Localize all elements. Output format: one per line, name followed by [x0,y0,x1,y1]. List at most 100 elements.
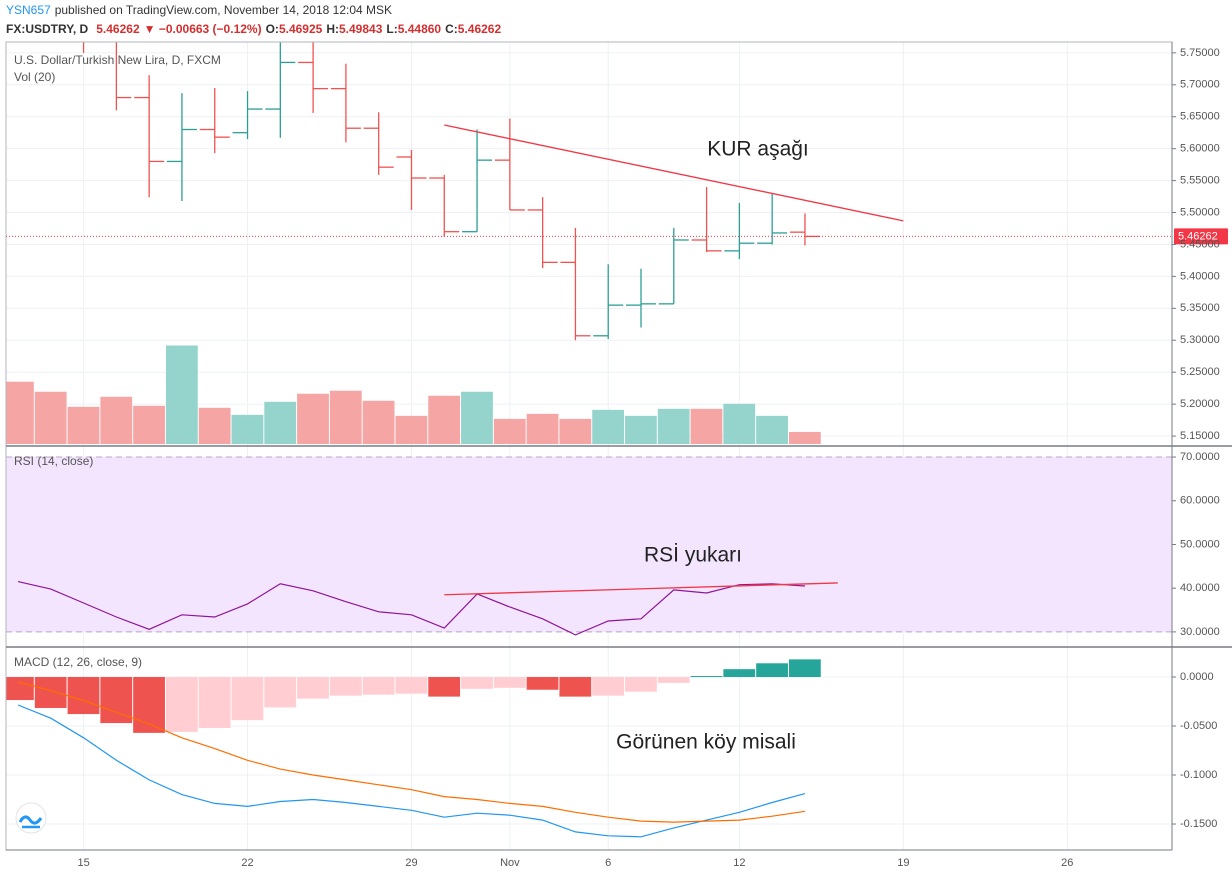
y-tick-label: 5.15000 [1180,430,1220,442]
ohlc-value: 5.44860 [398,22,442,36]
volume-bar [6,381,34,444]
y-tick-label: 70.0000 [1180,451,1220,463]
macd-histogram-bar [329,677,362,696]
y-tick-label: 5.50000 [1180,206,1220,218]
y-tick-label: 5.35000 [1180,302,1220,314]
ohlc-value: 5.46925 [279,22,323,36]
volume-bar [657,408,690,444]
macd-histogram-bar [34,677,67,708]
trendline [444,124,904,222]
volume-bar [165,345,198,444]
pane-clip [6,345,821,444]
volume-bar [231,414,264,444]
macd-histogram-bar [559,677,592,697]
x-tick-label: 12 [733,857,745,869]
y-tick-label: 5.75000 [1180,47,1220,59]
volume-bar [395,415,428,444]
author[interactable]: YSN657 [6,3,51,17]
x-tick-label: Nov [500,857,520,869]
macd-histogram-bar [297,677,329,699]
y-tick-label: 50.0000 [1180,538,1220,550]
ohlc-key: C: [445,22,458,36]
y-tick-label: 30.0000 [1180,626,1220,638]
volume-bar [34,391,67,444]
rsi-line [17,581,806,636]
volume-bar [592,409,625,444]
volume-bar [428,395,461,444]
symbol: FX:USDTRY, D [6,22,89,36]
macd-histogram-bar [264,677,297,708]
x-tick-label: 22 [241,857,253,869]
macd-histogram-bar [461,677,493,689]
x-tick-label: 19 [897,857,909,869]
last: 5.46262 [96,22,140,36]
y-tick-label: 5.45000 [1180,238,1220,250]
y-tick-label: 5.40000 [1180,270,1220,282]
x-tick-label: 26 [1061,857,1073,869]
volume-bar [723,403,756,444]
macd-histogram-bar [231,677,264,721]
x-tick-label: 29 [405,857,417,869]
pane-title: U.S. Dollar/Turkish New Lira, D, FXCM [14,53,221,67]
annotation: KUR aşağı [707,138,809,161]
volume-bar [625,415,657,444]
x-tick-label: 15 [77,857,89,869]
macd-histogram-bar [493,677,526,688]
pane-title: Vol (20) [14,70,55,84]
y-tick-label: 5.55000 [1180,174,1220,186]
macd-histogram-bar [526,677,559,690]
y-tick-label: 5.30000 [1180,334,1220,346]
trendline [444,582,838,596]
macd-histogram-bar [690,676,723,678]
macd-histogram-bar [198,677,231,728]
volume-bar [67,406,100,444]
y-tick-label: 40.0000 [1180,582,1220,594]
last-price-tag [1174,228,1228,245]
y-tick-label: -0.1500 [1180,818,1217,830]
marks-layer [6,42,904,838]
volume-bar [297,393,329,444]
y-tick-label: 5.70000 [1180,79,1220,91]
macd-histogram-bar [756,663,788,678]
volume-bar [690,408,723,444]
annotation: Görünen köy misali [616,731,796,754]
pane-clip [6,659,821,838]
header-line: YSN657 published on TradingView.com, Nove… [6,3,392,17]
y-tick-label: 5.25000 [1180,366,1220,378]
macd-histogram-bar [657,677,690,683]
grid-layer [6,42,1172,850]
symbol-line: FX:USDTRY, D 5.46262 ▼ −0.00663 (−0.12%) O:… [6,22,501,36]
macd-histogram-bar [100,677,133,724]
y-tick-label: -0.0500 [1180,720,1217,732]
macd-histogram-bar [625,677,657,692]
y-tick-label: 0.0000 [1180,671,1214,683]
volume-bar [788,431,821,444]
macd-histogram-bar [67,677,100,715]
macd-histogram-bar [428,677,461,697]
logo[interactable] [15,802,47,834]
ohlc-key: O: [266,22,279,36]
y-tick-label: 5.60000 [1180,143,1220,155]
volume-bar [329,390,362,444]
volume-bar [756,415,788,444]
macd-histogram-bar [788,659,821,678]
x-tick-label: 6 [605,857,611,869]
volume-bar [264,401,297,444]
macd-line [17,681,806,823]
ohlc-key: H: [326,22,339,36]
pane-title: RSI (14, close) [14,454,93,468]
annotation: RSİ yukarı [644,544,742,567]
volume-bar [493,418,526,444]
macd-histogram-bar [592,677,625,696]
volume-bar [133,405,165,444]
published: published on TradingView.com, November 1… [55,3,392,17]
macd-line [17,704,806,838]
last-price-label: 5.46262 [1178,230,1218,242]
change: ▼ −0.00663 (−0.12%) [144,22,262,36]
macd-histogram-bar [6,677,34,701]
y-tick-label: -0.1000 [1180,769,1217,781]
macd-histogram-bar [362,677,395,695]
ohlc-value: 5.49843 [339,22,383,36]
ohlc-key: L: [386,22,397,36]
